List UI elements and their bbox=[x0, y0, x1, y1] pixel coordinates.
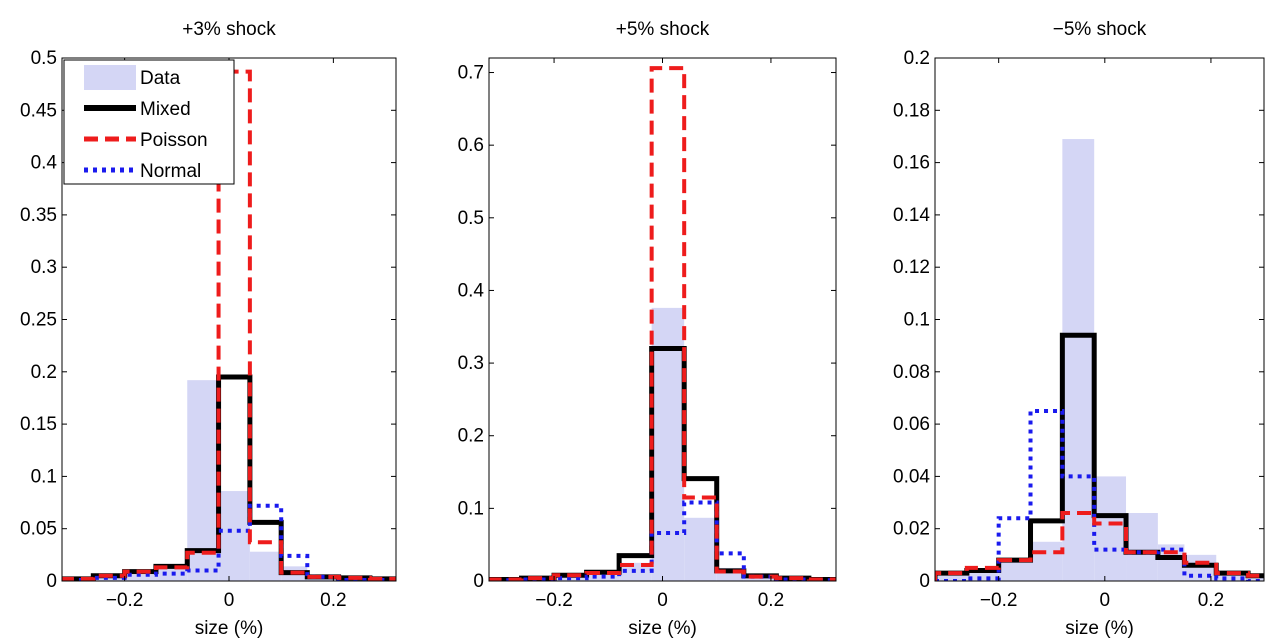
x-tick-label: −0.2 bbox=[980, 590, 1018, 611]
y-tick-label: 0.2 bbox=[31, 362, 57, 383]
y-tick-label: 0.5 bbox=[458, 208, 484, 229]
y-tick-label: 0.2 bbox=[458, 426, 484, 447]
data-bar bbox=[966, 570, 999, 581]
data-bar bbox=[684, 517, 717, 581]
x-axis-label: size (%) bbox=[195, 618, 264, 639]
x-axis-label: size (%) bbox=[628, 618, 697, 639]
plot-area bbox=[935, 139, 1264, 581]
legend-label: Poisson bbox=[140, 130, 208, 151]
y-tick-label: 0.04 bbox=[893, 466, 930, 487]
x-tick-label: 0.2 bbox=[320, 590, 346, 611]
x-tick-label: −0.2 bbox=[106, 590, 144, 611]
data-bar bbox=[249, 551, 282, 581]
y-tick-label: 0.2 bbox=[904, 48, 930, 69]
plot-area bbox=[62, 69, 396, 581]
data-bar bbox=[187, 380, 219, 581]
data-bar bbox=[155, 568, 188, 581]
chart-title: +5% shock bbox=[616, 19, 710, 40]
x-tick-label: −0.2 bbox=[535, 590, 573, 611]
x-tick-label: 0.2 bbox=[1198, 590, 1224, 611]
y-tick-label: 0.7 bbox=[458, 63, 484, 84]
y-tick-label: 0 bbox=[919, 571, 930, 592]
x-tick-label: 0 bbox=[224, 590, 235, 611]
y-tick-label: 0.45 bbox=[20, 100, 57, 121]
legend-label: Mixed bbox=[140, 99, 191, 120]
chart-panel-3: 0 0.02 0.04 0.06 0.08 0.1 0.12 0.14 0.16 0.18 0.2 −… bbox=[893, 19, 1265, 639]
x-axis-label: size (%) bbox=[1065, 618, 1134, 639]
y-tick-label: 0.16 bbox=[893, 153, 930, 174]
data-bar bbox=[124, 574, 156, 581]
y-tick-label: 0.3 bbox=[458, 353, 484, 374]
data-bar bbox=[218, 491, 250, 581]
data-bar bbox=[651, 307, 685, 581]
data-bar bbox=[1062, 139, 1095, 581]
y-tick-label: 0 bbox=[46, 571, 57, 592]
y-tick-label: 0.35 bbox=[20, 205, 57, 226]
data-bar bbox=[998, 560, 1031, 581]
y-tick-label: 0.02 bbox=[893, 519, 930, 540]
y-tick-label: 0.4 bbox=[458, 280, 485, 301]
data-bar bbox=[1216, 570, 1249, 581]
series-line-poisson bbox=[62, 69, 396, 581]
data-bar bbox=[93, 577, 125, 581]
y-tick-label: 0.12 bbox=[893, 257, 930, 278]
y-tick-label: 0.14 bbox=[893, 205, 930, 226]
y-tick-label: 0 bbox=[473, 571, 484, 592]
legend-swatch-data bbox=[84, 65, 136, 90]
y-tick-label: 0.15 bbox=[20, 414, 57, 435]
y-tick-label: 0.3 bbox=[31, 257, 57, 278]
chart-panel-2: 0 0.1 0.2 0.3 0.4 0.5 0.6 0.7 −0.2 0 0.2 +5% shock s… bbox=[458, 19, 837, 639]
y-tick-label: 0.08 bbox=[893, 362, 930, 383]
legend: Data Mixed Poisson Normal bbox=[63, 59, 235, 185]
y-tick-label: 0.1 bbox=[904, 310, 930, 331]
y-tick-label: 0.06 bbox=[893, 414, 930, 435]
plot-area bbox=[489, 66, 836, 581]
series-line-poisson bbox=[935, 511, 1264, 581]
data-bar bbox=[1094, 476, 1127, 581]
series-line-poisson bbox=[489, 66, 836, 581]
data-bar bbox=[1030, 541, 1063, 581]
y-tick-label: 0.4 bbox=[31, 153, 58, 174]
legend-label: Data bbox=[140, 68, 181, 89]
x-tick-label: 0 bbox=[1100, 590, 1111, 611]
data-bar bbox=[1248, 575, 1264, 581]
data-bar bbox=[935, 575, 967, 581]
series-line-normal bbox=[935, 409, 1264, 581]
y-tick-label: 0.18 bbox=[893, 100, 930, 121]
y-tick-label: 0.6 bbox=[458, 135, 484, 156]
y-tick-label: 0.05 bbox=[20, 519, 57, 540]
data-bar bbox=[1126, 513, 1158, 581]
y-tick-label: 0.5 bbox=[31, 48, 57, 69]
legend-label: Normal bbox=[140, 161, 201, 182]
chart-title: +3% shock bbox=[182, 19, 276, 40]
chart-title: −5% shock bbox=[1053, 19, 1147, 40]
series-line-normal bbox=[62, 503, 396, 581]
chart-panel-1: 0 0.05 0.1 0.15 0.2 0.25 0.3 0.35 0.4 0.45 0.5 −0.2… bbox=[20, 19, 397, 639]
y-tick-label: 0.25 bbox=[20, 310, 57, 331]
plots-group: 0 0.05 0.1 0.15 0.2 0.25 0.3 0.35 0.4 0.45 0.5 −0.2… bbox=[20, 19, 1265, 639]
x-tick-label: 0 bbox=[657, 590, 668, 611]
x-tick-label: 0.2 bbox=[758, 590, 784, 611]
y-tick-label: 0.1 bbox=[458, 498, 484, 519]
y-tick-label: 0.1 bbox=[31, 466, 57, 487]
